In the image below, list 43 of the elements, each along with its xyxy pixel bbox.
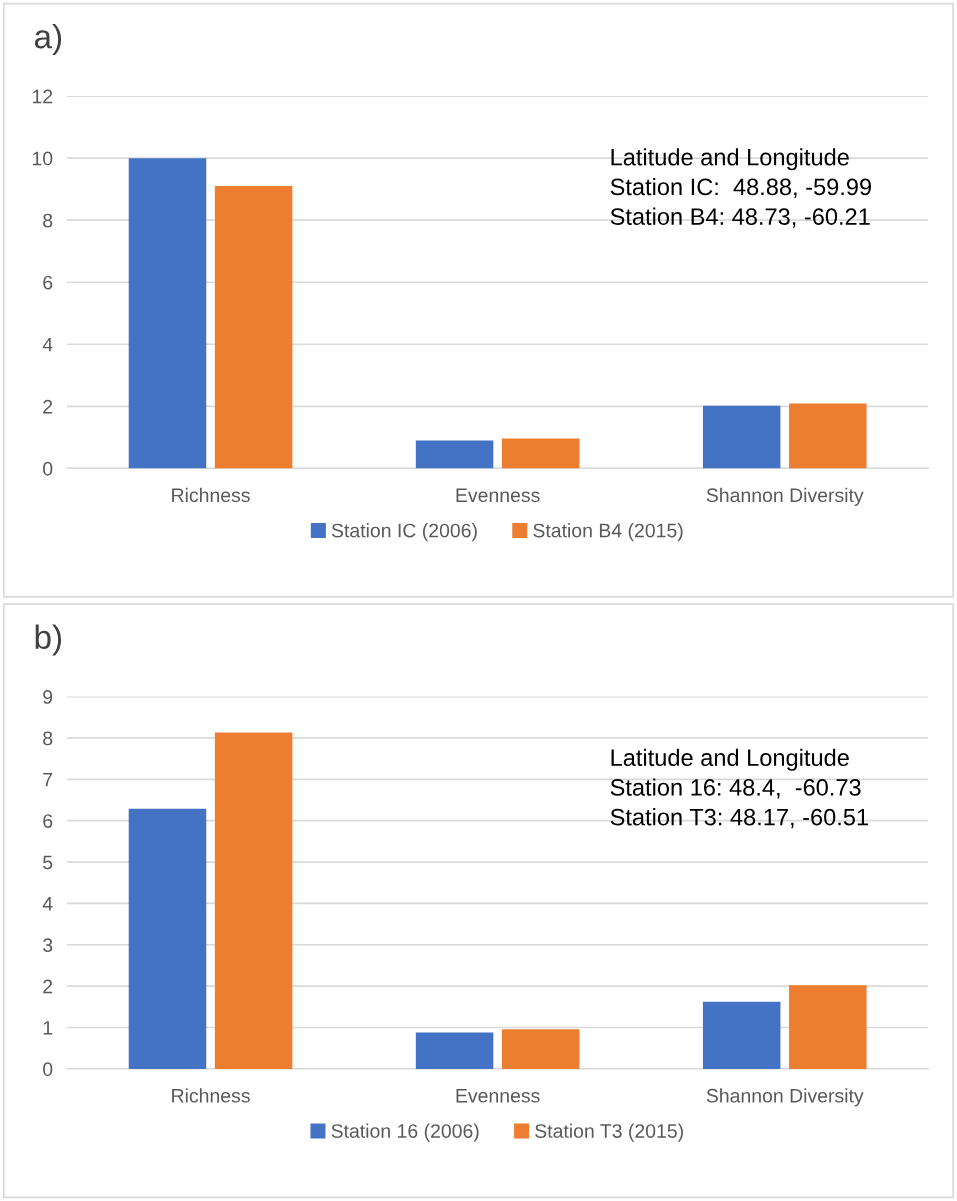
x-tick-label: Evenness — [456, 1089, 540, 1103]
y-tick-label: 2 — [43, 979, 53, 994]
annotation: Latitude and Longitude Station IC: 48.88, -59.99 Station B4: 48.73, -60.21 — [610, 148, 871, 228]
x-tick-label: Richness — [172, 1088, 250, 1103]
legend-label: Station IC (2006) — [331, 523, 477, 542]
x-tick-label: Shannon Diversity — [706, 1088, 864, 1107]
y-tick-label: 3 — [43, 938, 53, 953]
x-tick-label: Richness — [172, 487, 250, 503]
y-tick-label: 7 — [43, 772, 53, 787]
y-tick-label: 8 — [43, 731, 53, 746]
bar — [415, 1032, 494, 1069]
bar — [702, 405, 781, 469]
y-tick-label: 6 — [43, 275, 53, 290]
legend-label: Station T3 (2015) — [535, 1123, 683, 1142]
y-tick-label: 10 — [32, 151, 53, 166]
legend-label: Station 16 (2006) — [331, 1123, 479, 1142]
chart-title: a) — [34, 24, 62, 56]
bar — [214, 732, 293, 1069]
bar — [128, 808, 207, 1069]
bar — [789, 985, 867, 1069]
y-tick-label: 6 — [43, 814, 53, 828]
bar — [128, 158, 207, 469]
y-tick-label: 2 — [43, 399, 53, 414]
y-tick-label: 0 — [43, 1062, 53, 1077]
bar — [501, 438, 580, 469]
y-tick-label: 0 — [43, 461, 53, 476]
bar — [789, 403, 867, 469]
y-tick-label: 4 — [42, 337, 53, 352]
bar — [702, 1001, 781, 1069]
x-tick-label: Shannon Diversity — [706, 487, 864, 506]
y-tick-label: 8 — [43, 213, 53, 228]
y-tick-label: 1 — [43, 1021, 53, 1035]
y-tick-label: 4 — [42, 897, 53, 911]
bar — [415, 440, 494, 469]
bar — [501, 1029, 580, 1069]
annotation: Latitude and Longitude Station 16: 48.4, -60.73 Station T3: 48.17, -60.51 — [610, 748, 868, 829]
bar — [214, 186, 293, 469]
x-tick-label: Evenness — [456, 488, 540, 503]
legend-label: Station B4 (2015) — [533, 523, 683, 542]
y-tick-label: 9 — [43, 690, 53, 704]
y-tick-label: 5 — [43, 855, 53, 870]
y-tick-label: 12 — [32, 89, 53, 104]
chart-title: b) — [35, 624, 62, 656]
